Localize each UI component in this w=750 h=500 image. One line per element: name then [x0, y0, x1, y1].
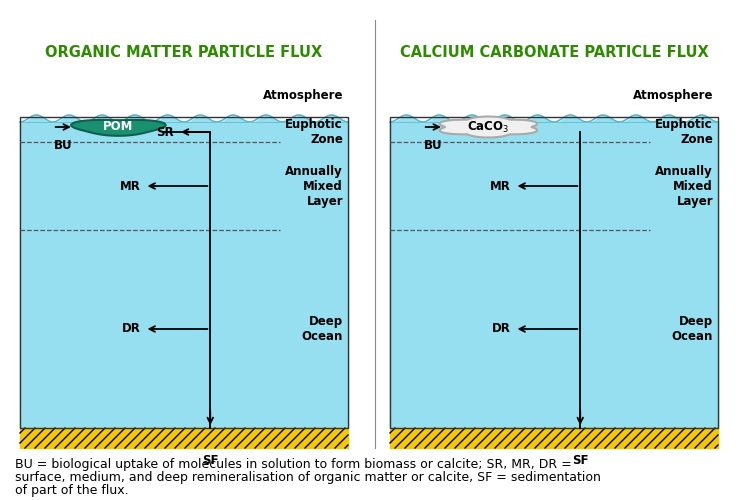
Text: BU: BU	[54, 139, 73, 152]
Text: Annually
Mixed
Layer: Annually Mixed Layer	[656, 164, 713, 208]
Bar	[390, 70, 718, 122]
Bar	[20, 428, 348, 448]
Text: DR: DR	[492, 322, 511, 336]
Text: SF: SF	[202, 454, 218, 467]
Text: of part of the flux.: of part of the flux.	[15, 484, 129, 497]
Text: CALCIUM CARBONATE PARTICLE FLUX: CALCIUM CARBONATE PARTICLE FLUX	[400, 45, 708, 60]
Text: surface, medium, and deep remineralisation of organic matter or calcite, SF = se: surface, medium, and deep remineralisati…	[15, 471, 601, 484]
Text: Deep
Ocean: Deep Ocean	[672, 315, 713, 343]
Polygon shape	[440, 116, 537, 138]
Bar	[20, 122, 348, 428]
Text: ORGANIC MATTER PARTICLE FLUX: ORGANIC MATTER PARTICLE FLUX	[45, 45, 322, 60]
Text: CaCO$_3$: CaCO$_3$	[467, 120, 509, 134]
Text: BU: BU	[424, 139, 442, 152]
Text: MR: MR	[120, 180, 141, 192]
Text: SR: SR	[157, 126, 174, 138]
Bar	[390, 122, 718, 428]
Bar	[20, 117, 348, 428]
Bar	[20, 70, 348, 122]
Polygon shape	[71, 120, 166, 136]
Text: Deep
Ocean: Deep Ocean	[302, 315, 343, 343]
Text: Annually
Mixed
Layer: Annually Mixed Layer	[285, 164, 343, 208]
Text: Atmosphere: Atmosphere	[632, 90, 713, 102]
Text: DR: DR	[122, 322, 141, 336]
Bar	[390, 428, 718, 448]
Bar	[390, 117, 718, 428]
Text: POM: POM	[104, 120, 134, 134]
Text: Atmosphere: Atmosphere	[262, 90, 343, 102]
Text: Euphotic
Zone: Euphotic Zone	[285, 118, 343, 146]
Text: SF: SF	[572, 454, 589, 467]
Text: Euphotic
Zone: Euphotic Zone	[656, 118, 713, 146]
Text: BU = biological uptake of molecules in solution to form biomass or calcite; SR, : BU = biological uptake of molecules in s…	[15, 458, 572, 471]
Text: MR: MR	[490, 180, 511, 192]
